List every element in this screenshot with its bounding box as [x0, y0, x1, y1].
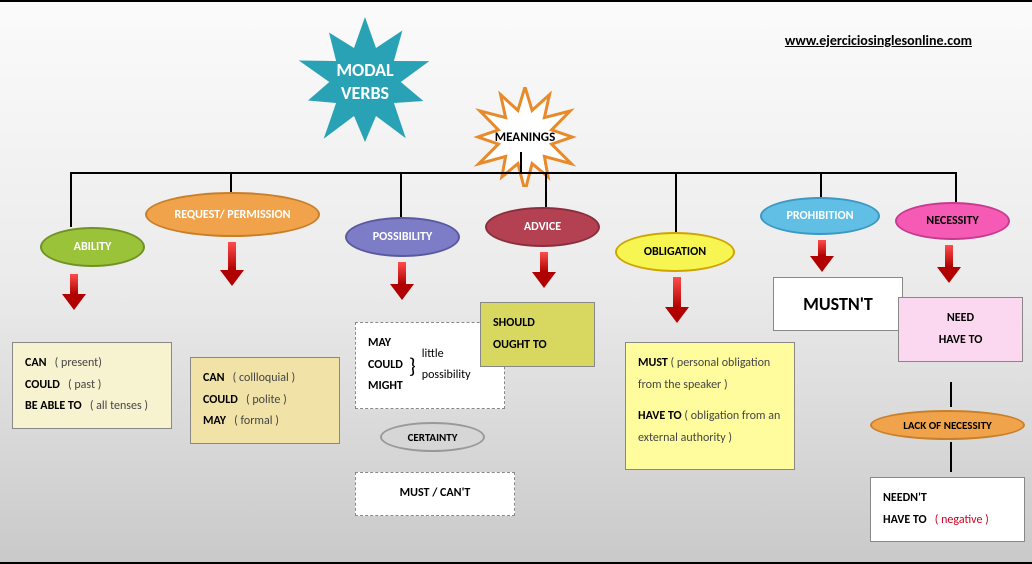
- arrow-prohibition: [810, 240, 834, 272]
- meanings-text: MEANINGS: [495, 130, 555, 145]
- box-prohibition: MUSTN'T: [773, 277, 903, 331]
- category-possibility: POSSIBILITY: [345, 217, 460, 257]
- box-request: CAN ( collloquial )COULD ( polite )MAY (…: [190, 357, 340, 444]
- certainty-label: CERTAINTY: [380, 422, 485, 452]
- box-lack: NEEDN'THAVE TO ( negative ): [870, 477, 1025, 542]
- category-advice: ADVICE: [485, 207, 600, 247]
- arrow-possibility: [390, 262, 414, 300]
- arrow-ability: [62, 274, 86, 310]
- box-advice: SHOULDOUGHT TO: [480, 302, 595, 367]
- arrow-advice: [532, 252, 556, 288]
- box-ability: CAN ( present)COULD ( past )BE ABLE TO (…: [12, 342, 172, 429]
- arrow-necessity: [937, 245, 961, 283]
- title-text: MODALVERBS: [336, 59, 393, 106]
- lack-label: LACK OF NECESSITY: [870, 410, 1025, 440]
- box-necessity: NEEDHAVE TO: [898, 297, 1023, 362]
- website-link[interactable]: www.ejerciciosinglesonline.com: [785, 32, 972, 49]
- arrow-obligation: [665, 277, 689, 323]
- category-obligation: OBLIGATION: [615, 232, 735, 272]
- connector-1: [950, 442, 952, 472]
- connector-0: [950, 382, 952, 407]
- category-request-permission: REQUEST/ PERMISSION: [145, 192, 320, 237]
- category-prohibition: PROHIBITION: [760, 197, 880, 235]
- box-obligation: MUST ( personal obligation from the spea…: [625, 342, 795, 470]
- title-starburst: MODALVERBS: [270, 17, 460, 147]
- category-necessity: NECESSITY: [895, 202, 1010, 240]
- box-certainty: MUST / CAN'T: [355, 472, 515, 516]
- arrow-request: [220, 242, 244, 286]
- category-ability: ABILITY: [40, 227, 145, 267]
